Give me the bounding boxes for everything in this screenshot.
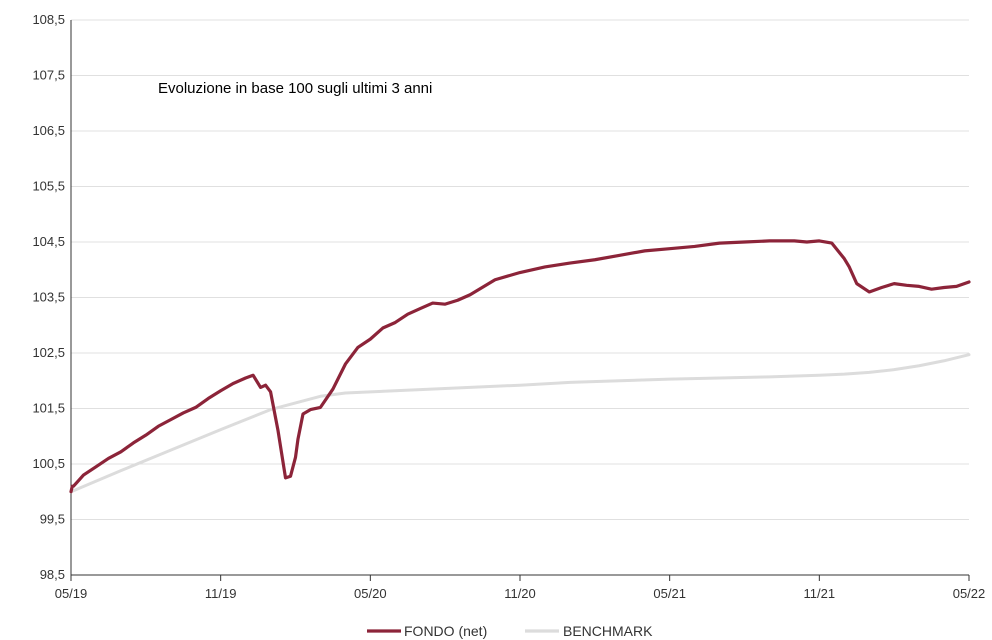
x-tick-label: 05/21 bbox=[653, 586, 686, 601]
series-line-fondo-net bbox=[69, 239, 971, 494]
legend-label-fondo-net: FONDO (net) bbox=[404, 623, 487, 639]
chart-title: Evoluzione in base 100 sugli ultimi 3 an… bbox=[158, 80, 432, 97]
y-tick-label: 108,5 bbox=[32, 12, 65, 27]
x-tick-label: 11/21 bbox=[804, 586, 836, 601]
y-tick-label: 101,5 bbox=[32, 401, 65, 416]
x-tick-label: 05/20 bbox=[354, 586, 387, 601]
axes: 98,5 99,5 100,5 101,5 102,5 103,5 104,5 105,5 10… bbox=[32, 12, 985, 601]
y-tick-label: 100,5 bbox=[32, 456, 65, 471]
y-tick-label: 105,5 bbox=[32, 179, 65, 194]
y-tick-label: 106,5 bbox=[32, 123, 65, 138]
y-tick-label: 103,5 bbox=[32, 290, 65, 305]
x-tick-label: 05/22 bbox=[953, 586, 986, 601]
y-tick-label: 102,5 bbox=[32, 345, 65, 360]
legend: FONDO (net) BENCHMARK bbox=[367, 623, 653, 639]
y-tick-label: 99,5 bbox=[40, 512, 65, 527]
series-line-benchmark bbox=[69, 353, 971, 494]
y-tick-label: 104,5 bbox=[32, 234, 65, 249]
gridlines bbox=[71, 19, 969, 576]
y-tick-label: 107,5 bbox=[32, 68, 65, 83]
series-lines bbox=[69, 239, 971, 494]
legend-label-benchmark: BENCHMARK bbox=[563, 623, 653, 639]
x-tick-label: 11/20 bbox=[504, 586, 536, 601]
x-tick-label: 05/19 bbox=[55, 586, 88, 601]
x-tick-label: 11/19 bbox=[205, 586, 237, 601]
y-tick-label: 98,5 bbox=[40, 567, 65, 582]
